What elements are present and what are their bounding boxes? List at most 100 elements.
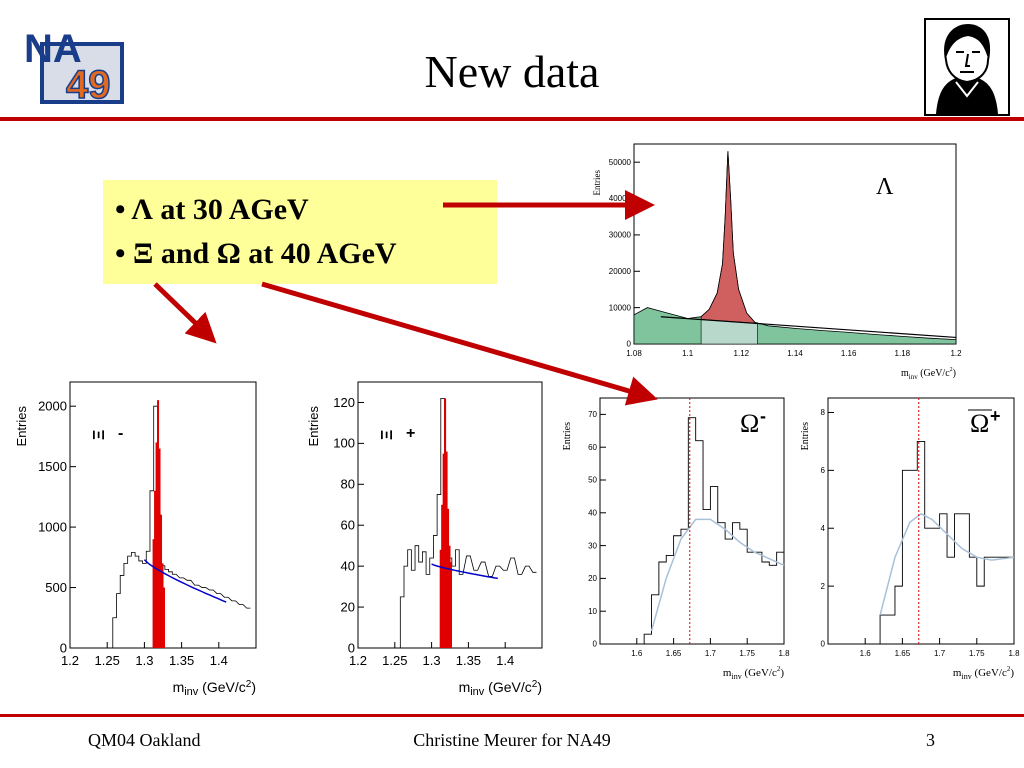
xi-plus-panel-label-sign: + [406,425,415,442]
na49-logo-icon: NA 49 [24,27,124,104]
header-rule [0,117,1024,121]
xi-plus-signal-bin [442,453,445,648]
lambda-signal-peak [700,151,758,324]
omega-minus-y-tick-label: 70 [588,410,597,419]
omega-plus-histogram [872,440,1014,645]
xi-minus-y-tick-label: 500 [45,580,67,595]
xi-minus-panel-label-sign: - [118,425,123,442]
lambda-x-tick-label: 1.18 [895,349,911,358]
bullet-lambda-text: at 30 AGeV [160,193,309,226]
xi-minus-y-tick-label: 1000 [38,519,67,534]
omega-minus-y-tick-label: 30 [588,541,597,550]
xi-minus-x-axis-label: minv (GeV/c2) [173,679,256,698]
xi-minus-signal-bin [154,490,157,648]
xi-plus-signal-bin [450,562,452,648]
omega-plus-x-tick-label: 1.75 [969,649,985,658]
lambda-y-tick-label: 10000 [609,303,632,312]
bullet-box: • Λ at 30 AGeV • Ξ and Ω at 40 AGeV [103,180,497,284]
omega-minus-y-tick-label: 40 [588,508,597,517]
omega-minus-y-tick-label: 60 [588,443,597,452]
lambda-y-tick-label: 20000 [609,267,632,276]
xi-plus-signal-bin [441,504,444,648]
logo-text-49: 49 [66,63,111,104]
omega-plus-x-axis-label: minv (GeV/c2) [953,665,1014,681]
xi-minus-signal-bin [158,448,161,648]
lambda-x-tick-label: 1.2 [950,349,962,358]
xi-plus-y-axis-label: Entries [306,406,321,447]
omega-plus-chart: 1.6 1.65 1.7 1.75 1.8 0 2 4 6 8 Entries minv (GeV/c… [800,397,1020,681]
lambda-x-tick-label: 1.12 [734,349,750,358]
omega-minus-x-tick-label: 1.6 [631,649,643,658]
footer-rule [0,714,1024,717]
xi-plus-panel-label: Ξ [379,430,396,440]
omega-plus-panel-label-sign: + [990,406,1001,426]
bullet-and-text: and [160,237,210,270]
omega-plus-y-tick-label: 0 [821,640,826,649]
omega-minus-panel-label: Ω [740,409,759,438]
lambda-x-tick-label: 1.14 [787,349,803,358]
lambda-plot-frame [633,143,957,345]
omega-minus-x-axis-label: minv (GeV/c2) [723,665,784,681]
xi-plus-x-tick-label: 1.3 [423,653,441,668]
lambda-y-tick-label: 50000 [609,158,632,167]
xi-plus-y-tick-label: 80 [341,477,355,492]
xi-plus-signal-bin [448,545,451,648]
xi-plus-y-tick-label: 0 [348,640,355,655]
omega-plus-x-tick-label: 1.8 [1008,649,1020,658]
xi-plus-x-tick-label: 1.35 [456,653,481,668]
lambda-panel-label: Λ [876,174,894,200]
omega-minus-x-tick-label: 1.7 [705,649,717,658]
omega-minus-fit-curve [650,518,785,632]
xi-plus-y-tick-label: 40 [341,558,355,573]
omega-minus-plot-frame [599,397,785,645]
footer-author: Christine Meurer for NA49 [413,730,611,750]
xi-plus-y-tick-label: 100 [333,436,355,451]
lambda-x-axis-label: minv (GeV/c2) [901,367,956,380]
xi-minus-x-tick-label: 1.25 [95,653,120,668]
arrow-to-xi [153,282,217,344]
omega-minus-y-axis-label: Entries [562,422,573,450]
omega-minus-y-tick-label: 50 [588,476,597,485]
xi-plus-fit-curve [431,563,498,580]
xi-minus-signal-bin [157,400,160,648]
omega-minus-y-tick-label: 20 [588,574,597,583]
lambda-background-fit [660,316,957,339]
lambda-x-tick-label: 1.1 [682,349,694,358]
xi-minus-chart: 1.2 1.25 1.3 1.35 1.4 0 500 1000 1500 2000 Entries… [14,381,257,698]
xi-minus-y-tick-label: 0 [60,640,67,655]
xi-plus-x-tick-label: 1.25 [382,653,407,668]
xi-plus-x-axis-label: minv (GeV/c2) [459,679,542,698]
xi-minus-x-tick-label: 1.3 [135,653,153,668]
lambda-x-tick-label: 1.08 [626,349,642,358]
omega-plus-y-tick-label: 2 [821,582,826,591]
omega-minus-y-tick-label: 0 [593,640,598,649]
xi-plus-signal-bin [447,508,450,648]
omega-plus-y-tick-label: 8 [821,408,826,417]
omega-minus-x-tick-label: 1.8 [778,649,790,658]
omega-minus-chart: 1.6 1.65 1.7 1.75 1.8 0 10 20 30 40 50 60 70 Entries m… [562,397,790,681]
xi-minus-x-tick-label: 1.4 [210,653,228,668]
bullet-lambda: • Λ at 30 AGeV [115,193,309,226]
lambda-symbol: Λ [131,193,153,226]
logo-text-na: NA [24,27,82,71]
goethe-portrait-icon [924,18,1010,116]
lambda-x-tick-label: 1.16 [841,349,857,358]
xi-minus-y-axis-label: Entries [14,406,29,447]
omega-plus-y-axis-label: Entries [800,422,811,450]
xi-plus-y-tick-label: 120 [333,395,355,410]
lambda-y-tick-label: 40000 [609,194,632,203]
xi-minus-signal-bin [161,563,164,648]
omega-minus-x-tick-label: 1.65 [666,649,682,658]
footer-page-number: 3 [926,730,935,750]
xi-minus-x-tick-label: 1.2 [61,653,79,668]
omega-plus-panel-label: Ω [970,409,989,438]
xi-minus-x-tick-label: 1.35 [169,653,194,668]
lambda-y-axis-label: Entries [592,170,602,196]
omega-minus-histogram [643,417,784,644]
lambda-y-tick-label: 0 [627,340,632,349]
bullet-xi-omega-text: at 40 AGeV [248,237,397,270]
xi-plus-signal-bin [444,398,447,648]
xi-minus-y-tick-label: 1500 [38,459,67,474]
xi-minus-y-tick-label: 2000 [38,399,67,414]
xi-minus-signal-bin [152,539,155,648]
